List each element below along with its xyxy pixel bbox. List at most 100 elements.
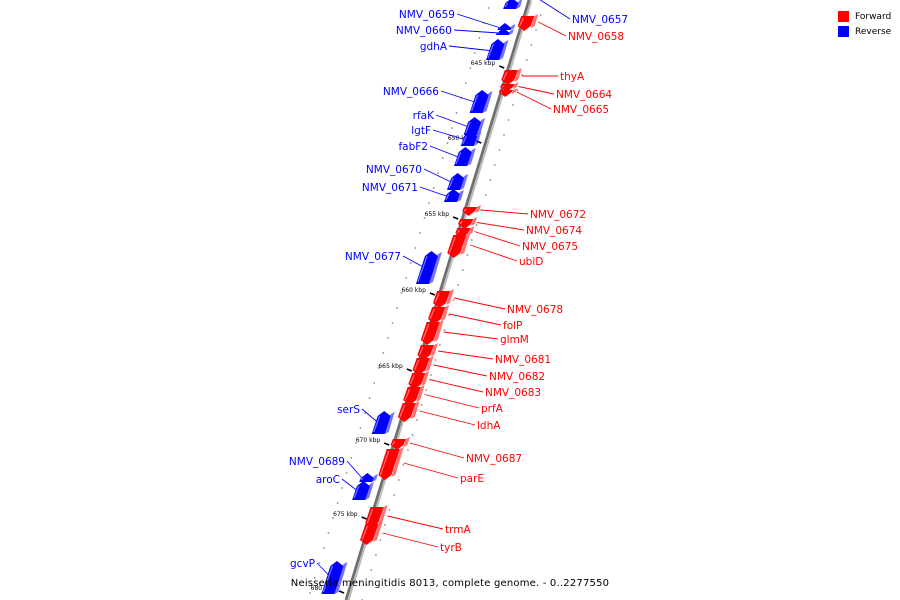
gene-nmv-0666[interactable]	[469, 90, 493, 113]
ruler-dot	[530, 44, 533, 46]
label-nmv-0658[interactable]: NMV_0658	[568, 31, 624, 43]
gene-nmv-0664[interactable]	[500, 82, 519, 92]
gene-lgtf[interactable]	[460, 131, 482, 146]
label-nmv-0675[interactable]: NMV_0675	[522, 241, 578, 253]
gene-nmv-0687[interactable]	[390, 437, 410, 450]
ruler-dot	[309, 592, 311, 594]
label-nmv-0671[interactable]: NMV_0671	[362, 182, 418, 194]
label-nmv-0687[interactable]: NMV_0687	[466, 453, 522, 465]
gene-nmv-0660[interactable]	[495, 28, 514, 35]
legend-reverse: Reverse	[838, 24, 891, 39]
label-nmv-0681[interactable]: NMV_0681	[495, 354, 551, 366]
leader-line	[470, 244, 518, 262]
gene-nmv-0689[interactable]	[359, 473, 378, 482]
gene-prfa[interactable]	[403, 385, 425, 405]
ruler-dot	[489, 179, 492, 181]
label-prfa[interactable]: prfA	[481, 403, 504, 415]
leader-line	[419, 186, 450, 198]
label-fabf2[interactable]: fabF2	[398, 141, 428, 153]
gene-nmv-0677[interactable]	[415, 251, 442, 284]
gene-nmv-0678[interactable]	[432, 289, 455, 308]
ruler-dot	[359, 427, 362, 429]
legend-reverse-swatch	[838, 26, 849, 37]
label-nmv-0666[interactable]: NMV_0666	[383, 86, 439, 98]
ruler-dot	[443, 329, 446, 331]
label-gcvp[interactable]: gcvP	[290, 558, 315, 570]
gene-nmv-0671[interactable]	[443, 189, 464, 202]
ruler-dot	[402, 464, 405, 466]
tick-label: 675 kbp	[333, 511, 358, 518]
gene-thya[interactable]	[501, 68, 522, 85]
gene-glmm[interactable]	[420, 320, 444, 345]
label-glmm[interactable]: glmM	[500, 334, 529, 346]
gene-nmv-0682[interactable]	[412, 356, 434, 375]
gene-nmv-0683[interactable]	[408, 371, 430, 389]
label-trma[interactable]: trmA	[445, 524, 471, 536]
label-nmv-0689[interactable]: NMV_0689	[289, 456, 345, 468]
label-rfak[interactable]: rfaK	[413, 110, 435, 122]
label-nmv-0659[interactable]: NMV_0659	[399, 9, 455, 21]
gene-gdha[interactable]	[486, 39, 509, 60]
ruler-dot	[387, 337, 389, 339]
ruler-dot	[350, 457, 353, 459]
ruler-dot	[498, 149, 501, 151]
label-nmv-0677[interactable]: NMV_0677	[345, 251, 401, 263]
label-nmv-0657[interactable]: NMV_0657	[572, 14, 628, 26]
label-nmv-0678[interactable]: NMV_0678	[507, 304, 563, 316]
label-nmv-0664[interactable]: NMV_0664	[556, 89, 612, 101]
ruler-dot	[473, 52, 476, 54]
gene-nmv-0657[interactable]	[503, 0, 523, 9]
gene-nmv-0674[interactable]	[458, 217, 478, 229]
gene-folp[interactable]	[428, 305, 450, 324]
gene-trma[interactable]	[365, 505, 388, 528]
label-ubid[interactable]: ubiD	[519, 256, 543, 268]
label-nmv-0665[interactable]: NMV_0665	[553, 104, 609, 116]
ruler-dot	[341, 487, 344, 489]
ruler-dot	[461, 269, 464, 271]
label-aroc[interactable]: aroC	[316, 474, 340, 486]
gene-sers[interactable]	[371, 411, 395, 434]
label-nmv-0683[interactable]: NMV_0683	[485, 387, 541, 399]
gene-gcvp[interactable]	[321, 561, 348, 594]
label-nmv-0670[interactable]: NMV_0670	[366, 164, 422, 176]
gene-ubid[interactable]	[447, 233, 471, 258]
gene-nmv-0659[interactable]	[497, 23, 516, 30]
gene-tyrb[interactable]	[360, 522, 383, 545]
gene-nmv-0681[interactable]	[417, 343, 438, 360]
label-gdha[interactable]: gdhA	[420, 41, 448, 53]
label-lgtf[interactable]: lgtF	[411, 125, 431, 137]
label-nmv-0660[interactable]: NMV_0660	[396, 25, 452, 37]
ruler-dot	[446, 142, 449, 144]
label-tyrb[interactable]: tyrB	[440, 542, 462, 554]
gene-features	[321, 0, 539, 594]
ruler-dot	[411, 434, 414, 436]
gene-aroc[interactable]	[352, 481, 374, 500]
label-nmv-0682[interactable]: NMV_0682	[489, 371, 545, 383]
tick-label: 670 kbp	[356, 437, 381, 444]
leader-line	[453, 29, 499, 34]
gene-pare[interactable]	[378, 447, 404, 480]
gene-ldha[interactable]	[397, 401, 420, 422]
label-sers[interactable]: serS	[337, 404, 360, 416]
ruler-dot	[521, 74, 524, 76]
label-nmv-0672[interactable]: NMV_0672	[530, 209, 586, 221]
gene-nmv-0672[interactable]	[462, 205, 481, 216]
ruler-dot	[512, 104, 514, 106]
gene-rfak[interactable]	[463, 117, 486, 135]
ruler-dot	[368, 397, 371, 399]
label-thya[interactable]: thyA	[560, 71, 585, 83]
label-ldha[interactable]: ldhA	[477, 420, 501, 432]
ruler-dot	[466, 254, 469, 256]
label-folp[interactable]: folP	[503, 320, 522, 332]
gene-nmv-0670[interactable]	[446, 173, 469, 190]
leader-line	[403, 462, 459, 479]
leader-line	[477, 222, 525, 231]
gene-fabf2[interactable]	[454, 147, 476, 166]
leader-line	[433, 364, 488, 377]
gene-nmv-0658[interactable]	[517, 14, 539, 31]
gene-nmv-0665[interactable]	[498, 88, 517, 97]
ruler-dot	[516, 89, 519, 91]
label-pare[interactable]: parE	[460, 473, 484, 485]
ruler-dot	[437, 172, 440, 174]
label-nmv-0674[interactable]: NMV_0674	[526, 225, 582, 237]
